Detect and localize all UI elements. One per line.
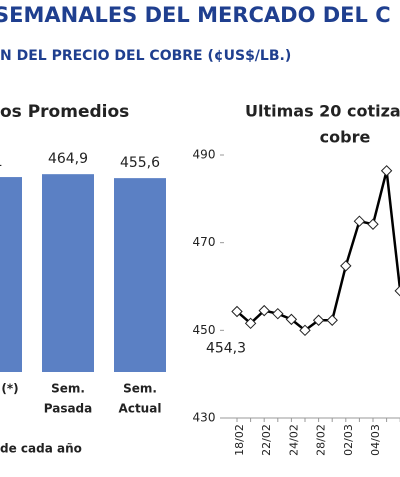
y-tick-label: 490 (193, 148, 216, 162)
point (340, 260, 352, 272)
point (231, 305, 243, 318)
value-label: ,1 (0, 154, 3, 170)
point (394, 285, 400, 297)
value-label: 464,9 (48, 151, 88, 167)
header-subtitle: N DEL PRECIO DEL COBRE (¢US$/LB.) (0, 48, 291, 64)
point (258, 304, 270, 317)
point (353, 215, 366, 227)
x-tick-label: (*) (1, 382, 18, 396)
x-tick-label: 28/02 (315, 424, 328, 456)
bar (0, 177, 22, 372)
x-tick-label: 04/03 (369, 424, 382, 456)
price-line (236, 170, 400, 332)
x-tick-label: 02/03 (342, 424, 355, 456)
bar-title: os Promedios (0, 102, 129, 122)
x-tick-label: 24/02 (287, 424, 300, 456)
header-title: SEMANALES DEL MERCADO DEL C (0, 3, 391, 27)
point (272, 307, 284, 320)
bar (114, 178, 166, 372)
point (244, 317, 257, 330)
y-tick-label: 450 (193, 323, 216, 337)
x-tick-label: Sem. (51, 382, 85, 396)
x-tick-label: 18/02 (233, 424, 246, 456)
y-tick-label: 430 (193, 411, 216, 425)
point (380, 165, 393, 177)
point (299, 324, 311, 337)
line-title: cobre (320, 128, 371, 147)
line-title: Ultimas 20 cotizac (245, 102, 400, 121)
value-label: 454,3 (206, 340, 246, 356)
footnote: de cada año (0, 442, 82, 456)
bar (42, 174, 94, 372)
value-label: 455,6 (120, 155, 160, 171)
x-tick-label: 22/02 (260, 424, 273, 456)
point (312, 314, 325, 326)
x-tick-label: Actual (119, 402, 162, 416)
point (285, 313, 298, 326)
x-tick-label: Pasada (44, 402, 93, 416)
y-tick-label: 470 (193, 235, 216, 249)
point (326, 314, 338, 326)
x-tick-label: Sem. (123, 382, 157, 396)
point (367, 218, 379, 230)
